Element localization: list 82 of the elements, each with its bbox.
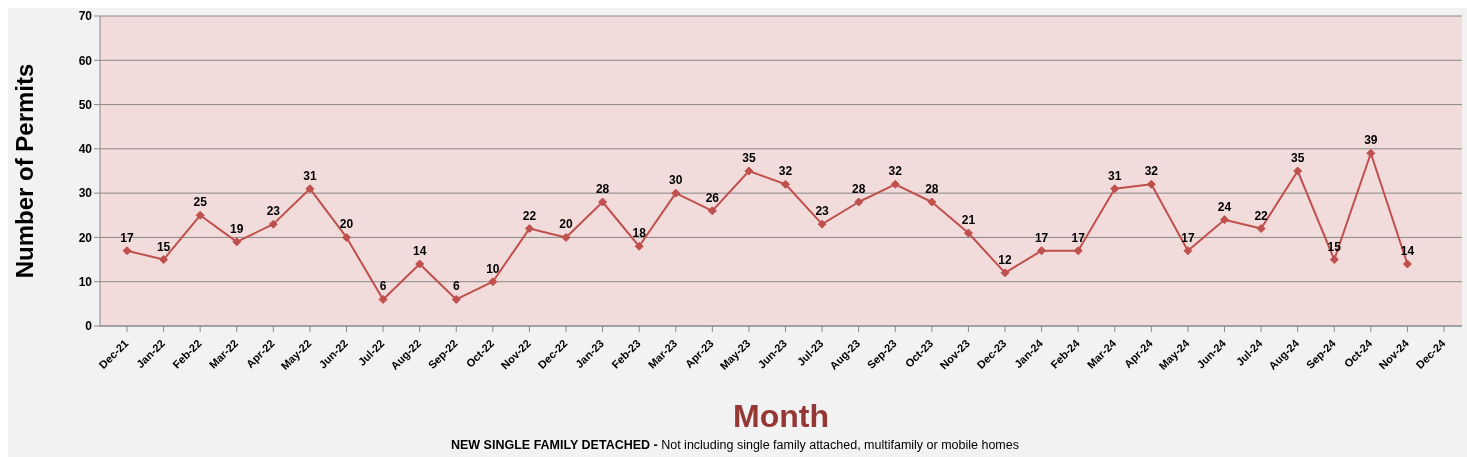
data-label: 28 [925,182,939,196]
data-label: 28 [851,182,866,196]
y-tick-label: 40 [78,142,93,157]
data-label: 20 [559,217,573,232]
point [561,232,571,242]
y-tick-label: 50 [78,97,93,112]
point [817,219,827,229]
point [1220,215,1229,225]
data-label: 17 [1071,230,1086,245]
data-label: 18 [632,226,647,241]
point [744,166,754,176]
point [268,219,278,229]
point [1402,259,1412,269]
data-label: 17 [1181,230,1195,245]
data-label: 31 [303,168,317,183]
point [598,197,608,207]
data-label: 12 [998,252,1012,267]
point [1183,246,1193,256]
data-label: 15 [156,239,171,254]
data-label: 35 [1290,151,1305,165]
data-label: 23 [266,204,281,219]
y-tick-label: 60 [78,53,93,68]
point [707,206,717,216]
point [1037,246,1047,256]
data-label: 32 [888,164,903,179]
data-label: 35 [742,151,756,165]
data-label: 23 [815,204,830,219]
point [1110,184,1120,194]
data-label: 17 [120,230,134,245]
point [1000,268,1010,278]
point [159,255,169,265]
point [781,179,790,189]
point [1256,224,1266,234]
data-label: 21 [961,213,976,227]
point [378,294,388,304]
data-label: 31 [1108,168,1122,183]
point [1073,246,1083,256]
y-tick-label: 20 [78,230,93,245]
point [1329,255,1339,265]
point [1366,148,1376,158]
data-label: 20 [339,217,354,232]
data-label: 25 [193,195,208,210]
point [671,188,681,198]
data-label: 10 [486,261,500,276]
point [1293,166,1303,176]
point [963,228,973,238]
point [305,184,315,194]
data-label: 32 [778,164,793,179]
x-axis-title: Month [732,398,830,435]
point [1146,179,1156,189]
y-tick-label: 10 [78,274,93,289]
text: Not including single family attached, multifamily or mobile homes [660,438,1019,452]
data-label: 30 [669,173,683,188]
point [634,241,644,251]
point [927,197,937,207]
data-label: 19 [230,221,244,236]
data-label: 22 [1254,208,1269,223]
point [488,277,498,287]
point [232,237,242,247]
y-axis-title: Number of Permits [10,63,38,279]
point [854,197,864,207]
data-label: 14 [412,244,427,258]
data-label: 32 [1144,164,1159,179]
point [122,246,132,256]
data-label: 6 [452,279,460,294]
point [415,259,425,269]
point [890,179,900,189]
data-label: 22 [522,208,537,223]
y-tick-label: 70 [78,9,93,24]
data-label: 6 [379,279,387,294]
point [342,232,351,242]
text: NEW SINGLE FAMILY DETACHED - [450,438,658,452]
point [195,210,205,220]
data-label: 39 [1364,133,1378,148]
data-label: 17 [1034,230,1049,245]
point [524,224,534,234]
y-tick-label: 30 [78,186,93,201]
data-label: 28 [595,182,610,196]
data-label: 24 [1217,199,1232,214]
y-tick-label: 0 [85,319,93,334]
data-label: 26 [705,190,720,205]
point [451,294,461,304]
